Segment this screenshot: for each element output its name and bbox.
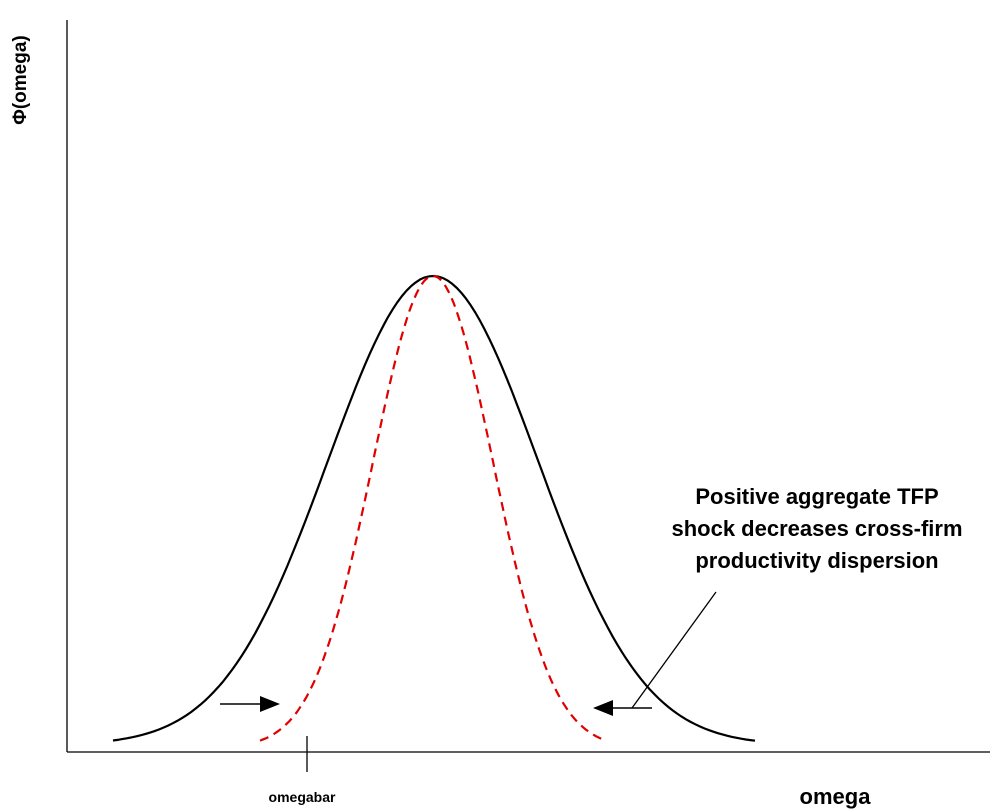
annotation-line-2: shock decreases cross-firm bbox=[671, 516, 962, 541]
left-arrow-head bbox=[593, 700, 613, 716]
omegabar-label: omegabar bbox=[269, 789, 336, 805]
annotation-line-1: Positive aggregate TFP bbox=[695, 484, 938, 509]
right-arrow-head bbox=[260, 696, 280, 712]
x-axis-label: omega bbox=[800, 784, 872, 809]
dashed-density-curve bbox=[259, 275, 604, 742]
y-axis-label: Φ(omega) bbox=[10, 35, 31, 125]
annotation-leader-line bbox=[631, 591, 717, 709]
annotation-line-3: productivity dispersion bbox=[695, 548, 938, 573]
